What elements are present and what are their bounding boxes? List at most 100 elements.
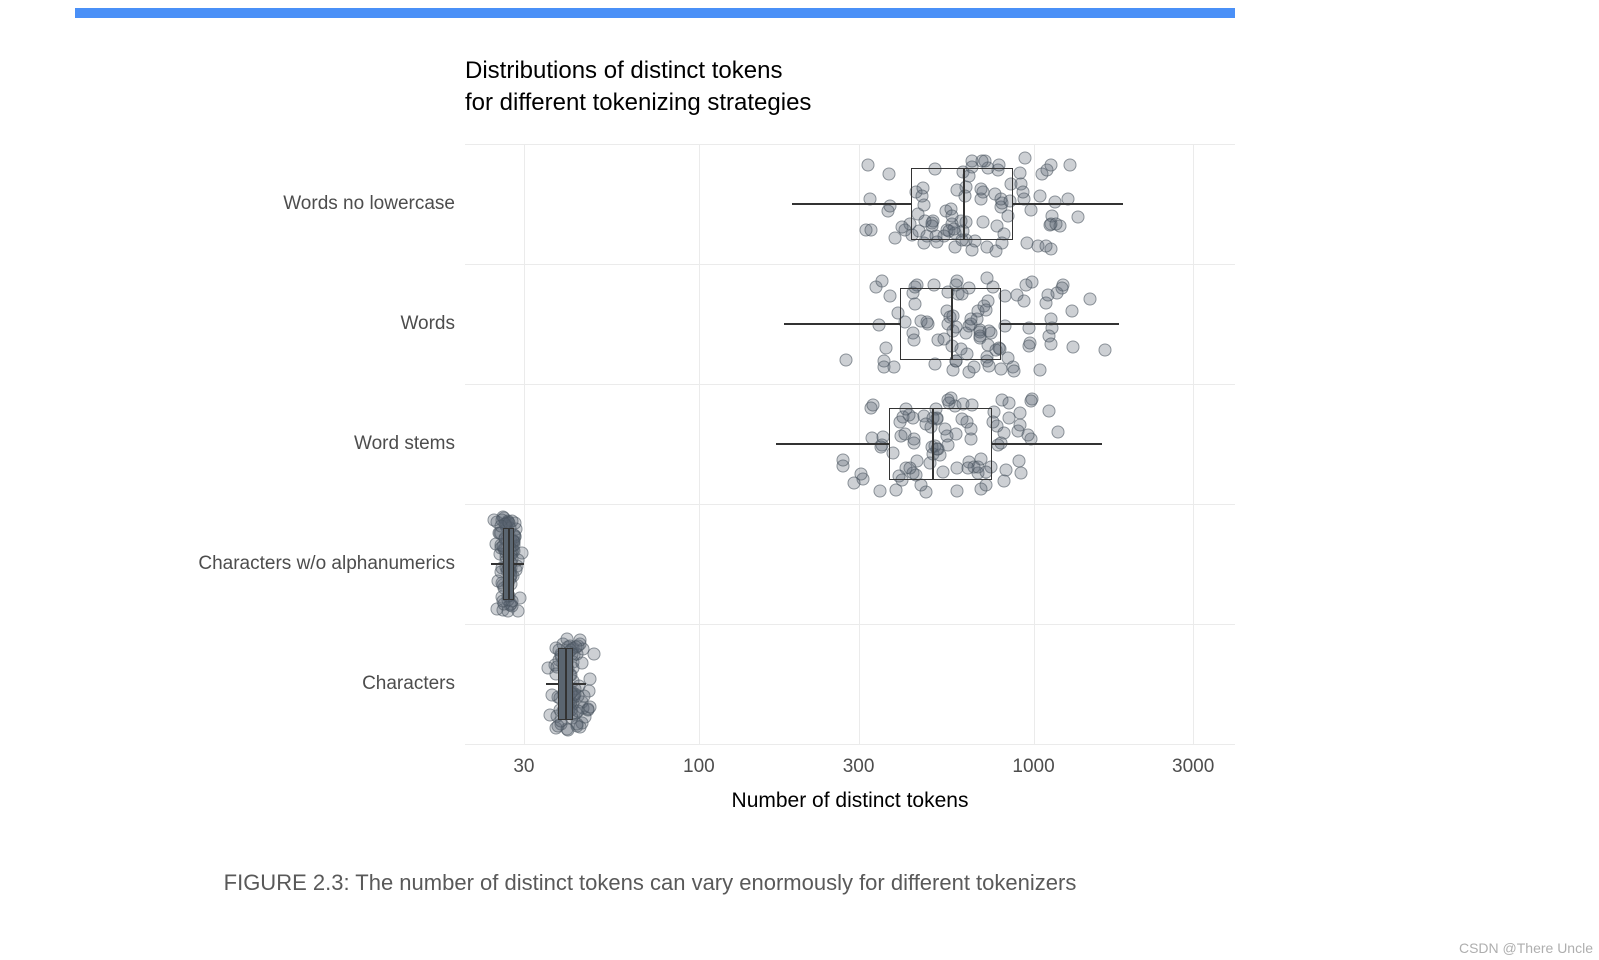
- x-tick-label: 1000: [1012, 756, 1054, 778]
- whisker-line: [491, 563, 503, 565]
- gridline-h: [465, 144, 1235, 145]
- jitter-point: [877, 360, 890, 373]
- jitter-point: [876, 275, 889, 288]
- jitter-point: [946, 364, 959, 377]
- whisker-line: [776, 443, 889, 445]
- boxplot-median: [951, 288, 953, 360]
- jitter-point: [883, 290, 896, 303]
- jitter-point: [1024, 203, 1037, 216]
- figure-number: FIGURE 2.3:: [224, 870, 356, 895]
- jitter-point: [1055, 281, 1068, 294]
- title-line-1: Distributions of distinct tokens: [465, 57, 782, 84]
- jitter-point: [840, 354, 853, 367]
- figure-caption: FIGURE 2.3: The number of distinct token…: [0, 870, 1300, 896]
- jitter-point: [1012, 455, 1025, 468]
- jitter-point: [1099, 343, 1112, 356]
- caption-text: The number of distinct tokens can vary e…: [355, 870, 1076, 895]
- whisker-line: [573, 683, 586, 685]
- x-tick-label: 100: [683, 756, 715, 778]
- plot-area: Number of distinct tokens 30100300100030…: [465, 143, 1235, 744]
- y-tick-label: Words no lowercase: [283, 193, 455, 215]
- y-tick-label: Characters w/o alphanumerics: [198, 553, 455, 575]
- jitter-point: [545, 689, 558, 702]
- chart-container: Distributions of distinct tokens for dif…: [75, 55, 1235, 835]
- jitter-point: [979, 478, 992, 491]
- whisker-line: [546, 683, 558, 685]
- jitter-point: [1049, 218, 1062, 231]
- jitter-point: [866, 398, 879, 411]
- jitter-point: [848, 477, 861, 490]
- boxplot-median: [565, 648, 567, 720]
- y-tick-label: Word stems: [354, 433, 455, 455]
- jitter-point: [1041, 288, 1054, 301]
- jitter-point: [883, 167, 896, 180]
- boxplot-median: [932, 408, 934, 480]
- gridline-h: [465, 384, 1235, 385]
- jitter-point: [967, 360, 980, 373]
- whisker-line: [514, 563, 524, 565]
- jitter-point: [1018, 294, 1031, 307]
- gridline-v: [1193, 144, 1194, 744]
- jitter-point: [1072, 210, 1085, 223]
- x-tick-label: 3000: [1172, 756, 1214, 778]
- jitter-point: [1044, 338, 1057, 351]
- jitter-point: [941, 394, 954, 407]
- gridline-v: [524, 144, 525, 744]
- boxplot-box: [889, 408, 992, 480]
- jitter-point: [1013, 418, 1026, 431]
- jitter-point: [873, 485, 886, 498]
- jitter-point: [1014, 467, 1027, 480]
- whisker-line: [1013, 203, 1123, 205]
- jitter-point: [1002, 396, 1015, 409]
- jitter-point: [561, 633, 574, 646]
- jitter-point: [1007, 365, 1020, 378]
- jitter-point: [915, 479, 928, 492]
- jitter-point: [1025, 395, 1038, 408]
- top-accent-bar: [75, 8, 1235, 18]
- jitter-point: [983, 360, 996, 373]
- boxplot-median: [508, 528, 510, 600]
- jitter-point: [1048, 196, 1061, 209]
- jitter-point: [1040, 239, 1053, 252]
- jitter-point: [995, 363, 1008, 376]
- jitter-point: [836, 454, 849, 467]
- whisker-line: [792, 203, 911, 205]
- whisker-line: [1001, 323, 1119, 325]
- jitter-point: [1022, 429, 1035, 442]
- gridline-v: [699, 144, 700, 744]
- jitter-point: [965, 243, 978, 256]
- watermark: CSDN @There Uncle: [1459, 940, 1593, 956]
- y-tick-label: Words: [400, 313, 455, 335]
- jitter-point: [879, 341, 892, 354]
- jitter-point: [976, 154, 989, 167]
- jitter-point: [1017, 185, 1030, 198]
- jitter-point: [1043, 405, 1056, 418]
- jitter-point: [1034, 364, 1047, 377]
- gridline-h: [465, 744, 1235, 745]
- boxplot-median: [963, 168, 965, 240]
- gridline-h: [465, 624, 1235, 625]
- jitter-point: [1064, 159, 1077, 172]
- jitter-point: [1044, 158, 1057, 171]
- jitter-point: [1014, 166, 1027, 179]
- gridline-h: [465, 264, 1235, 265]
- jitter-point: [997, 475, 1010, 488]
- jitter-point: [1033, 189, 1046, 202]
- jitter-point: [1023, 339, 1036, 352]
- title-line-2: for different tokenizing strategies: [465, 89, 811, 116]
- jitter-point: [1084, 292, 1097, 305]
- jitter-point: [1018, 152, 1031, 165]
- jitter-point: [1020, 279, 1033, 292]
- jitter-point: [1066, 341, 1079, 354]
- jitter-point: [883, 200, 896, 213]
- jitter-point: [861, 159, 874, 172]
- x-axis-title: Number of distinct tokens: [732, 789, 969, 813]
- whisker-line: [784, 323, 900, 325]
- x-tick-label: 30: [513, 756, 534, 778]
- jitter-point: [864, 224, 877, 237]
- jitter-point: [950, 485, 963, 498]
- x-tick-label: 300: [843, 756, 875, 778]
- jitter-point: [949, 241, 962, 254]
- jitter-point: [584, 700, 597, 713]
- gridline-h: [465, 504, 1235, 505]
